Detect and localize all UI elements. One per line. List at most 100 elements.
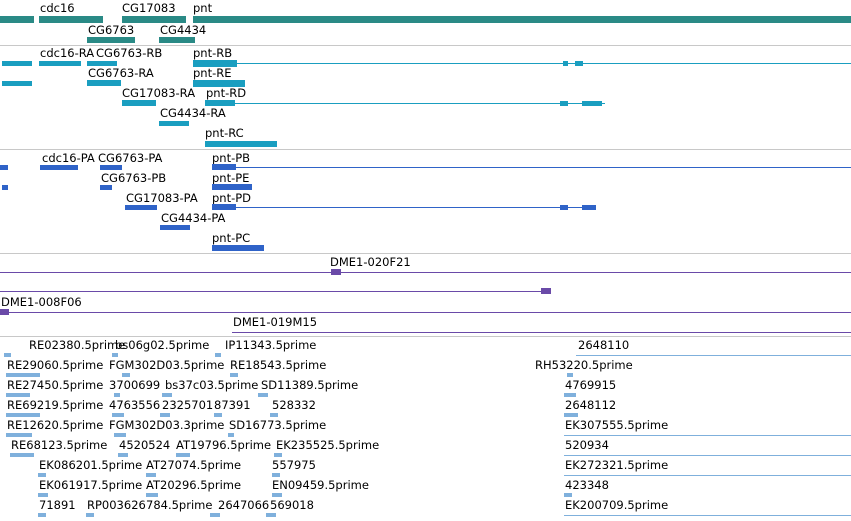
est-label: RH53220.5prime [535,358,633,372]
bac-feature-3[interactable] [232,332,851,333]
transcript-feature[interactable] [2,81,32,86]
est-label: 520934 [565,438,609,452]
est-label: EK307555.5prime [565,418,669,432]
est-feature[interactable] [272,493,282,497]
gene-feature-cdc16[interactable] [39,16,103,23]
est-feature[interactable] [564,413,578,417]
est-feature[interactable] [114,433,126,437]
gene-feature-pnt[interactable] [193,16,851,23]
est-feature[interactable] [266,513,276,517]
est-feature[interactable] [162,393,172,397]
est-feature[interactable] [146,473,156,477]
transcript-feature-cdc16-RA[interactable] [39,61,81,66]
est-feature[interactable] [176,453,190,457]
transcript-feature-CG6763-RB[interactable] [87,61,117,66]
est-label: EK272321.5prime [565,458,669,472]
protein-label-pnt-PB: pnt-PB [212,151,251,165]
bac-marker [541,288,551,294]
est-feature[interactable] [564,493,572,497]
est-feature[interactable] [6,433,32,437]
protein-feature-CG6763-PA[interactable] [100,165,122,170]
est-feature[interactable] [564,393,576,397]
transcript-label-CG6763-RA: CG6763-RA [88,66,154,80]
est-label: IP11343.5prime [225,338,317,352]
protein-feature-pnt-PD[interactable] [212,204,236,210]
transcript-feature-pnt-RB[interactable] [193,60,237,67]
transcript-label-CG4434-RA: CG4434-RA [160,106,226,120]
transcript-feature-pnt-RC[interactable] [205,141,277,147]
track-divider [0,253,851,254]
transcript-label-cdc16-RA: cdc16-RA [40,46,95,60]
est-label: 557975 [272,458,316,472]
est-label: 2647066 [218,498,270,512]
est-label: 4520524 [119,438,171,452]
est-label: EK200709.5prime [565,498,669,512]
est-line [564,435,851,436]
protein-feature[interactable] [0,165,8,170]
transcript-feature-pnt-RE[interactable] [193,80,245,87]
est-feature[interactable] [118,453,128,457]
intron-line [237,63,851,64]
transcript-feature-CG6763-RA[interactable] [87,80,121,86]
est-feature[interactable] [258,393,268,397]
est-feature[interactable] [215,353,221,357]
gene-feature-CG17083[interactable] [122,16,186,23]
protein-label-cdc16-PA: cdc16-PA [42,151,95,165]
gene-feature-left[interactable] [0,16,34,23]
protein-feature-cdc16-PA[interactable] [40,165,78,170]
est-feature[interactable] [146,493,158,497]
gene-feature-CG4434[interactable] [159,37,195,43]
est-feature[interactable] [274,453,282,457]
est-feature[interactable] [272,473,280,477]
bac-feature-2[interactable] [0,312,851,313]
gene-label-CG6763: CG6763 [88,23,135,37]
exon-mark [560,101,568,106]
est-feature[interactable] [160,413,170,417]
est-feature[interactable] [112,413,124,417]
transcript-feature-CG4434-RA[interactable] [159,121,189,126]
est-label: RE12620.5prime [7,418,104,432]
intron-line [236,207,596,208]
est-feature[interactable] [4,353,11,357]
est-feature[interactable] [214,413,222,417]
est-feature[interactable] [6,413,40,417]
est-feature[interactable] [38,493,48,497]
gene-feature-CG6763[interactable] [87,37,135,43]
track-divider [0,149,851,150]
protein-feature-CG4434-PA[interactable] [160,225,190,230]
est-feature[interactable] [567,373,573,377]
est-feature[interactable] [38,513,46,517]
est-feature[interactable] [6,373,40,377]
protein-label-CG17083-PA: CG17083-PA [126,191,198,205]
est-feature[interactable] [10,453,34,457]
est-feature[interactable] [38,473,46,477]
est-label: 784.5prime [146,498,213,512]
protein-feature[interactable] [2,185,8,190]
est-feature[interactable] [230,373,238,377]
est-line [576,355,851,356]
protein-feature-pnt-PE[interactable] [212,184,252,190]
protein-feature-CG6763-PB[interactable] [100,185,112,190]
est-label: AT20296.5prime [146,478,242,492]
est-feature[interactable] [114,393,120,397]
exon-mark [560,205,568,210]
est-feature[interactable] [112,353,118,357]
est-feature[interactable] [270,413,278,417]
est-feature[interactable] [228,433,234,437]
transcript-feature[interactable] [2,61,32,66]
est-feature[interactable] [6,393,30,397]
est-label: 569018 [270,498,314,512]
est-feature[interactable] [122,373,130,377]
est-feature[interactable] [210,513,220,517]
protein-feature-pnt-PB[interactable] [212,164,236,170]
transcript-feature-pnt-RD[interactable] [205,100,235,106]
protein-feature-pnt-PC[interactable] [212,245,264,251]
est-label: RE18543.5prime [230,358,327,372]
est-label: AT27074.5prime [146,458,242,472]
transcript-label-CG6763-RB: CG6763-RB [96,46,163,60]
transcript-feature-CG17083-RA[interactable] [122,100,156,106]
est-feature[interactable] [86,513,94,517]
bac-label-3: DME1-019M15 [233,315,318,329]
bac-feature-1[interactable] [0,272,851,273]
protein-feature-CG17083-PA[interactable] [125,205,157,210]
